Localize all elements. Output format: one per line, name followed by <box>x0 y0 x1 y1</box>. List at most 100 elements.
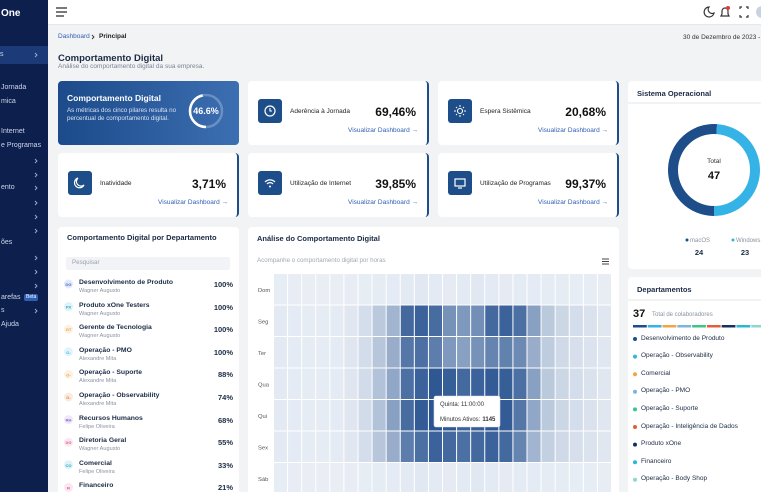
kpi-link[interactable]: Visualizar Dashboard → <box>348 127 418 134</box>
row-initials: PX <box>66 305 72 310</box>
departments-title: Departamentos <box>637 285 692 294</box>
heatmap-cell <box>485 431 499 462</box>
row-badge <box>64 369 73 379</box>
heatmap-cell <box>372 305 386 336</box>
heatmap-cell <box>527 463 541 492</box>
department-dot <box>633 372 637 377</box>
sidebar-chevron <box>34 200 38 206</box>
kpi-link[interactable]: Visualizar Dashboard → <box>538 199 608 206</box>
heatmap-cell <box>316 274 330 305</box>
sidebar-item[interactable]: Ajuda <box>1 321 19 328</box>
sidebar-item[interactable]: ões <box>1 239 13 246</box>
summary-description: percentual de comportamento digital. <box>67 115 169 122</box>
kpi-label: Utilização de Programas <box>480 180 551 187</box>
heatmap-cell <box>555 368 569 399</box>
heatmap-cell <box>400 368 414 399</box>
sidebar-item[interactable]: e Programas <box>1 142 42 149</box>
row-percent: 100% <box>213 280 233 289</box>
heatmap-cell <box>428 305 442 336</box>
heatmap-cell <box>414 463 428 492</box>
heatmap-cell <box>541 431 555 462</box>
row-initials: DG <box>66 282 72 287</box>
heatmap-cell <box>302 305 316 336</box>
row-owner: Alexandre Mita <box>79 355 117 362</box>
heatmap-cell <box>597 305 611 336</box>
menu-button[interactable] <box>56 7 67 17</box>
heatmap-cell <box>541 368 555 399</box>
sidebar-item[interactable]: Jornada <box>1 84 27 91</box>
heatmap-cell <box>414 368 428 399</box>
gauge-arc <box>188 93 224 129</box>
sidebar-item[interactable]: ento <box>1 184 15 191</box>
icon-wifi <box>264 179 276 185</box>
heatmap-menu[interactable] <box>602 258 609 265</box>
department-name: Financeiro <box>641 457 672 465</box>
heatmap-cell <box>443 368 457 399</box>
row-percent: 74% <box>217 393 233 402</box>
heatmap-cell <box>597 400 611 431</box>
heatmap-cell <box>428 431 442 462</box>
row-owner: Alexandre Mita <box>79 378 117 385</box>
heatmap-cell <box>344 274 358 305</box>
heatmap-cell <box>400 337 414 368</box>
row-label: Dom <box>258 288 270 294</box>
heatmap-cell <box>302 400 316 431</box>
kpi-link[interactable]: Visualizar Dashboard → <box>538 127 608 134</box>
heatmap-cell <box>274 400 288 431</box>
sidebar-chevron <box>34 172 38 178</box>
theme-toggle[interactable] <box>703 6 715 18</box>
heatmap-cell <box>569 463 583 492</box>
row-badge <box>64 437 73 447</box>
sidebar-item[interactable]: Internet <box>1 128 25 135</box>
heatmap-cell <box>302 368 316 399</box>
heatmap-cell <box>386 431 400 462</box>
donut-slice <box>668 124 718 216</box>
sidebar-item[interactable]: arefas <box>1 294 21 301</box>
notifications[interactable] <box>720 6 730 17</box>
legend-dot <box>731 238 735 242</box>
heatmap-title: Análise do Comportamento Digital <box>257 234 380 243</box>
summary-description: As métricas dos cinco pilares resulta no <box>67 107 177 114</box>
fullscreen[interactable] <box>739 6 749 18</box>
heatmap-cell <box>274 337 288 368</box>
row-name: Desenvolvimento de Produto <box>79 279 174 286</box>
sidebar-item[interactable]: s <box>1 307 5 314</box>
heatmap-cell <box>527 305 541 336</box>
kpi-link[interactable]: Visualizar Dashboard → <box>158 199 228 206</box>
heatmap-cell <box>302 337 316 368</box>
kpi-label: Espera Sistêmica <box>480 108 531 115</box>
sidebar-item[interactable]: s <box>0 51 4 58</box>
breadcrumb-link[interactable]: Dashboard <box>58 33 90 40</box>
heatmap-cell <box>344 463 358 492</box>
heatmap-cell <box>541 400 555 431</box>
sidebar-item[interactable]: mica <box>1 98 16 105</box>
heatmap-cell <box>499 368 513 399</box>
heatmap-cell <box>555 400 569 431</box>
heatmap-cell <box>386 368 400 399</box>
departments-total-label: Total de colaboradores <box>652 312 713 318</box>
kpi-icon <box>74 177 85 189</box>
row-label: Qui <box>258 414 267 420</box>
heatmap-cell <box>386 337 400 368</box>
heatmap-cell <box>330 431 344 462</box>
row-percent: 55% <box>217 438 233 448</box>
kpi-link[interactable]: Visualizar Dashboard → <box>348 199 418 206</box>
kpi-value: 39,85% <box>375 177 416 191</box>
kpi-label: Utilização de Internet <box>290 180 352 187</box>
row-owner: Felipe Oliveira <box>79 468 115 475</box>
heatmap-cell <box>302 463 316 492</box>
heatmap-cell <box>583 431 597 462</box>
heatmap-cell <box>400 463 414 492</box>
sidebar-chevron <box>34 308 38 314</box>
kpi-label: Aderência à Jornada <box>290 108 350 115</box>
row-percent: 88% <box>217 370 233 380</box>
department-dot <box>633 389 637 394</box>
heatmap-cell <box>569 400 583 431</box>
search-box[interactable] <box>66 257 230 270</box>
avatar[interactable] <box>756 6 761 18</box>
gauge-label: 46.6% <box>193 106 219 116</box>
icon-sun <box>456 107 464 115</box>
heatmap-cell <box>555 431 569 462</box>
heatmap-cell <box>274 368 288 399</box>
